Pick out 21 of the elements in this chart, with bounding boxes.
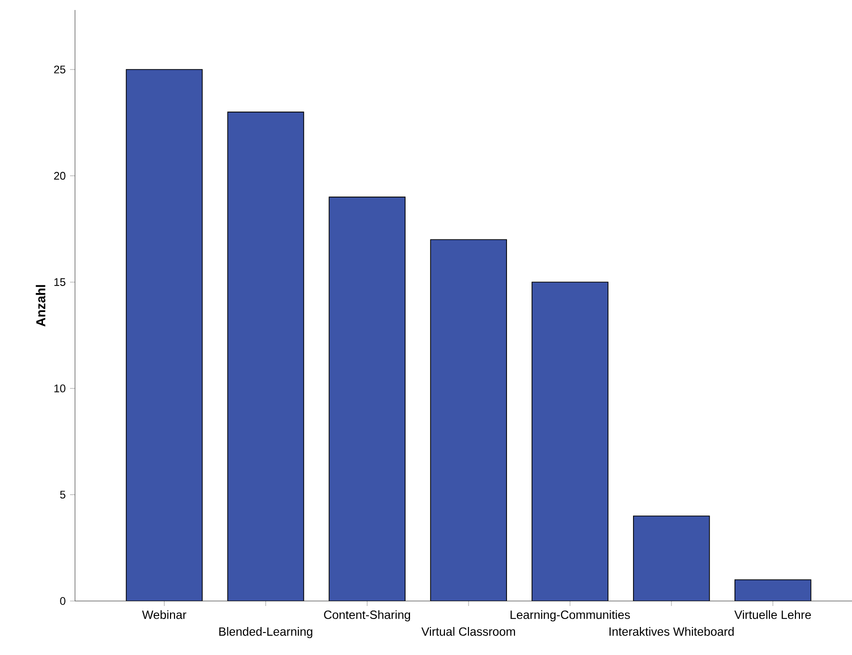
y-tick-label: 25 [54, 66, 66, 74]
x-tick-label: Webinar [142, 610, 186, 620]
x-tick-label: Virtuelle Lehre [734, 610, 811, 620]
y-axis-title: Anzahl [36, 285, 46, 326]
x-tick-label: Interaktives Whiteboard [610, 626, 734, 636]
y-tick-label: 0 [60, 597, 66, 605]
bar [328, 196, 406, 601]
x-tick-label: Content-Sharing [324, 610, 410, 622]
x-tick-label: Virtual Classroom [421, 626, 515, 636]
x-tick-label: Blended-Learning [219, 626, 312, 638]
y-tick-label: 15 [54, 278, 66, 286]
y-tick-label: 20 [54, 172, 66, 180]
y-tick-label: 5 [60, 490, 66, 499]
bar [532, 282, 608, 601]
x-tick-label: Learning-Communities [510, 610, 630, 622]
bar [126, 69, 203, 601]
y-tick-label: 10 [54, 384, 66, 392]
bar [633, 516, 710, 601]
bar [227, 112, 304, 601]
bar [734, 579, 812, 601]
bar [430, 239, 507, 601]
